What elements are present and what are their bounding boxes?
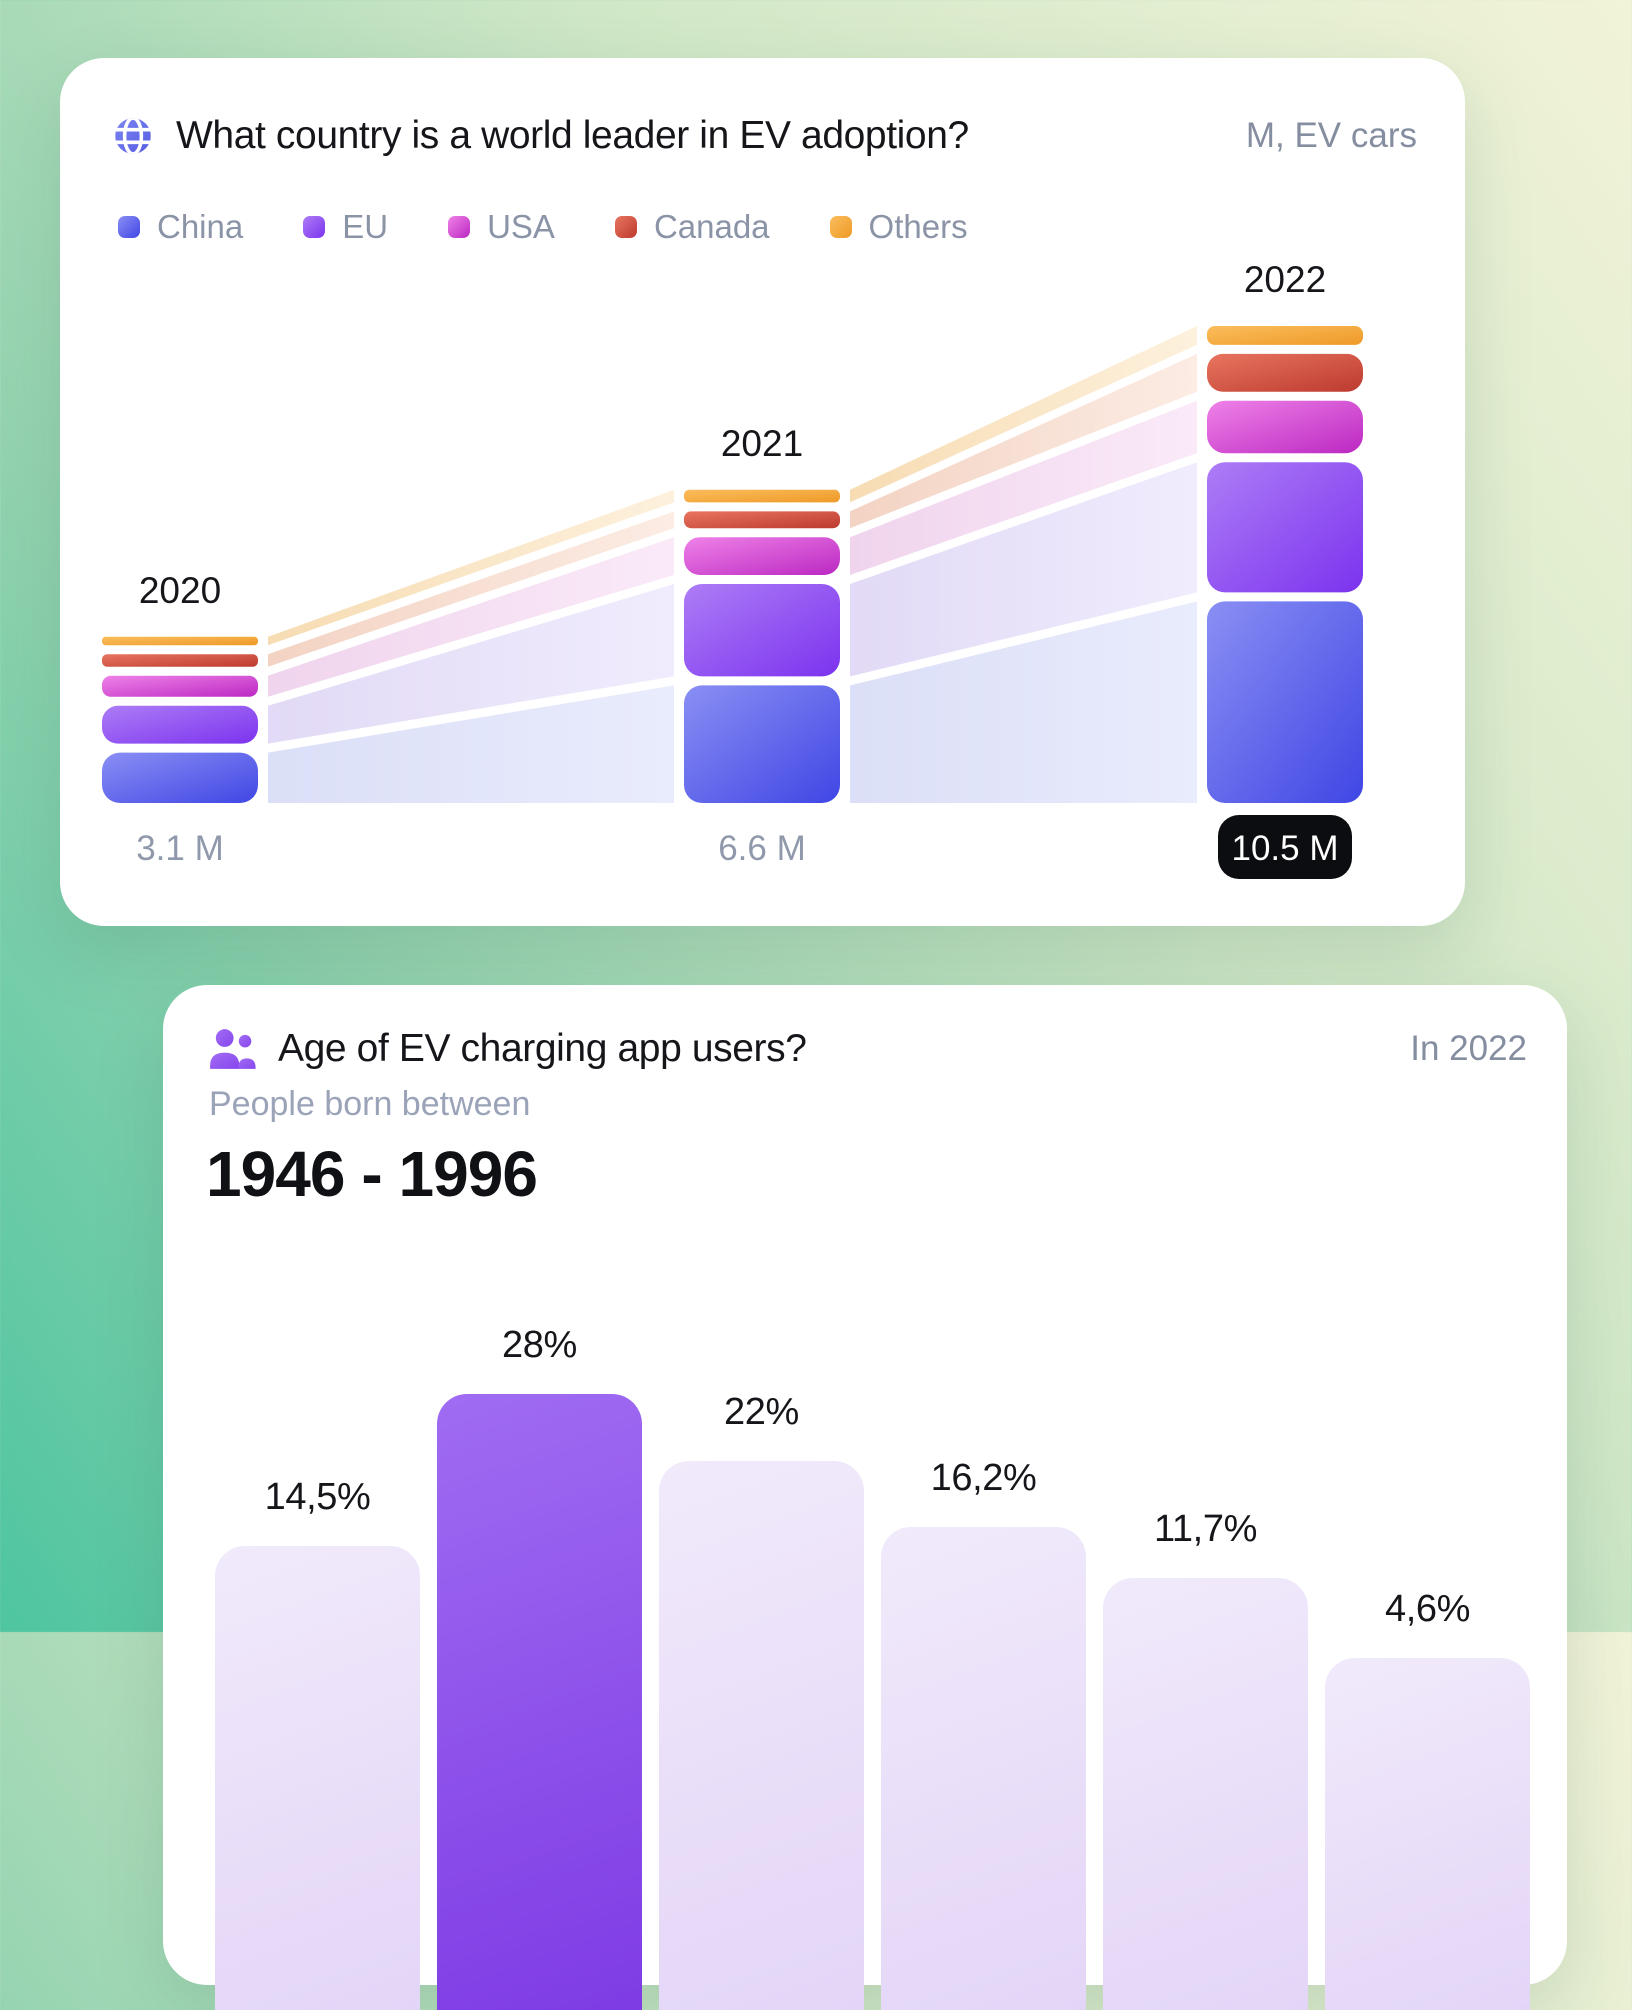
bar-canada-2020 bbox=[102, 654, 258, 667]
age-bar-value-label: 4,6% bbox=[1384, 1588, 1471, 1631]
age-bar-value-label: 22% bbox=[724, 1391, 799, 1434]
birth-range-caption: People born between bbox=[209, 1085, 531, 1123]
flow-band-usa bbox=[268, 537, 674, 697]
legend-label: Canada bbox=[653, 208, 770, 245]
ev-adoption-title: What country is a world leader in EV ado… bbox=[176, 114, 969, 157]
age-bar-chart: 14,5% 28% 22% 16,2% 11,7% 4,6% bbox=[163, 985, 1567, 2010]
age-bar-value-label: 14,5% bbox=[264, 1476, 371, 1519]
bar-canada-2022 bbox=[1207, 353, 1363, 392]
age-users-title: Age of EV charging app users? bbox=[278, 1027, 807, 1070]
age-users-header: Age of EV charging app users? In 2022 bbox=[208, 1019, 1527, 1079]
birth-range-value: 1946 - 1996 bbox=[206, 1138, 538, 1210]
legend-item-others: Others bbox=[829, 208, 968, 246]
age-bar-14,5% bbox=[215, 1546, 420, 2010]
age-bar-4,6% bbox=[1325, 1658, 1530, 2010]
legend-label: USA bbox=[487, 208, 555, 245]
age-bar-16,2% bbox=[881, 1526, 1086, 2010]
age-bar-value-label: 11,7% bbox=[1153, 1507, 1258, 1550]
bar-eu-2021 bbox=[684, 584, 840, 677]
age-bar-value-label: 28% bbox=[502, 1323, 577, 1366]
legend-label: EU bbox=[342, 208, 389, 245]
bar-others-2022 bbox=[1207, 326, 1363, 345]
flow-band-usa bbox=[850, 400, 1197, 575]
legend-dot-usa bbox=[448, 216, 471, 238]
flow-band-others bbox=[850, 326, 1197, 503]
flow-band-eu bbox=[268, 584, 674, 744]
legend-label: Others bbox=[868, 208, 968, 245]
total-pill bbox=[1218, 815, 1352, 879]
flow-band-eu bbox=[850, 462, 1197, 677]
flow-band-china bbox=[850, 601, 1197, 803]
bar-others-2021 bbox=[684, 489, 840, 503]
year-label: 2021 bbox=[721, 423, 803, 464]
bar-usa-2022 bbox=[1207, 400, 1363, 454]
age-bar-value-label: 16,2% bbox=[930, 1456, 1037, 1499]
total-label-highlighted: 10.5 M bbox=[1232, 829, 1339, 868]
total-label: 3.1 M bbox=[136, 829, 224, 868]
ev-adoption-header: What country is a world leader in EV ado… bbox=[112, 108, 1417, 164]
bar-china-2021 bbox=[684, 685, 840, 803]
legend-label: China bbox=[157, 208, 244, 245]
total-label: 6.6 M bbox=[718, 829, 806, 868]
age-bar-22% bbox=[659, 1461, 864, 2010]
year-label: 2020 bbox=[139, 570, 221, 611]
legend-dot-eu bbox=[303, 216, 326, 238]
legend-item-eu: EU bbox=[303, 208, 388, 246]
legend-item-china: China bbox=[118, 208, 243, 246]
ev-adoption-card: What country is a world leader in EV ado… bbox=[60, 58, 1465, 926]
age-bar-28% bbox=[437, 1393, 642, 2010]
legend-dot-canada bbox=[614, 216, 637, 238]
bar-eu-2020 bbox=[102, 705, 258, 744]
flow-band-china bbox=[268, 685, 674, 803]
legend-dot-china bbox=[118, 216, 140, 238]
age-bar-11,7% bbox=[1103, 1577, 1308, 2010]
age-users-card: Age of EV charging app users? In 2022 Pe… bbox=[163, 985, 1567, 2010]
globe-icon bbox=[112, 115, 154, 157]
ev-flow-chart: 2020 3.1 M 2021 6.6 M 2022 10.5 M bbox=[102, 259, 1363, 879]
bar-eu-2022 bbox=[1207, 462, 1363, 593]
unit-label: M, EV cars bbox=[1245, 116, 1417, 155]
bar-usa-2021 bbox=[684, 537, 840, 575]
period-label: In 2022 bbox=[1410, 1029, 1527, 1068]
flow-band-others bbox=[268, 489, 674, 646]
flow-band-canada bbox=[268, 511, 674, 667]
bar-usa-2020 bbox=[102, 675, 258, 697]
bar-canada-2021 bbox=[684, 511, 840, 529]
bar-others-2020 bbox=[102, 636, 258, 646]
legend-item-canada: Canada bbox=[614, 208, 770, 246]
people-icon bbox=[208, 1027, 256, 1071]
legend-item-usa: USA bbox=[448, 208, 555, 246]
bar-china-2020 bbox=[102, 752, 258, 803]
flow-band-canada bbox=[850, 353, 1197, 529]
legend-dot-others bbox=[829, 216, 852, 238]
bar-china-2022 bbox=[1207, 601, 1363, 803]
chart-legend: China EU USA Canada Others bbox=[118, 208, 968, 246]
year-label: 2022 bbox=[1244, 259, 1326, 300]
